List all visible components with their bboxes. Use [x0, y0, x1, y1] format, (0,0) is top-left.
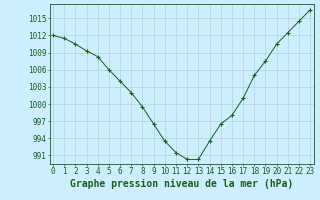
X-axis label: Graphe pression niveau de la mer (hPa): Graphe pression niveau de la mer (hPa) [70, 179, 293, 189]
